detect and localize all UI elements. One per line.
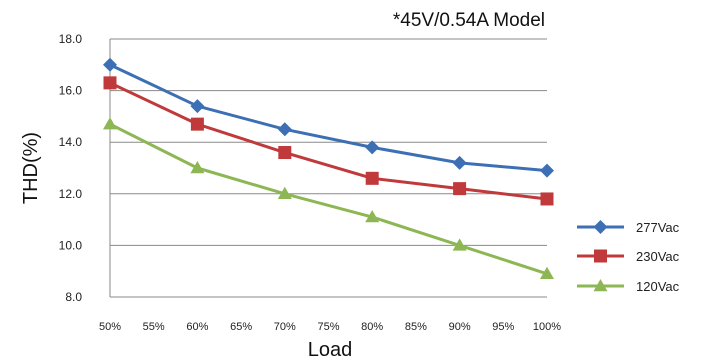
x-tick-label: 100% xyxy=(533,321,561,333)
x-tick-label: 70% xyxy=(274,321,296,333)
data-point xyxy=(540,192,554,206)
legend-label: 277Vac xyxy=(636,220,680,235)
x-tick-label: 80% xyxy=(361,321,383,333)
x-tick-label: 95% xyxy=(492,321,514,333)
legend-marker xyxy=(593,279,608,292)
data-point xyxy=(103,57,117,72)
series-230Vac xyxy=(103,76,554,206)
data-point xyxy=(278,146,292,160)
y-tick-label: 14.0 xyxy=(59,135,83,149)
x-tick-label: 75% xyxy=(317,321,339,333)
data-point xyxy=(277,122,292,137)
data-point xyxy=(103,117,117,130)
data-point xyxy=(452,238,467,251)
y-axis-title: THD(%) xyxy=(20,132,42,204)
legend-label: 230Vac xyxy=(636,249,680,264)
x-axis-title: Load xyxy=(308,339,353,361)
legend-item: 230Vac xyxy=(577,249,680,264)
data-point xyxy=(452,155,467,170)
series-layer xyxy=(103,57,554,280)
legend-label: 120Vac xyxy=(636,279,680,294)
y-tick-label: 16.0 xyxy=(59,84,83,98)
grid-layer xyxy=(110,38,547,298)
legend-marker xyxy=(594,249,607,263)
x-tick-label: 60% xyxy=(186,321,208,333)
axis-layer: 8.0 10.0 12.0 14.0 16.0 18.0 50% 55% 60% 65% 70% 75… xyxy=(59,32,562,333)
data-point xyxy=(190,117,204,131)
y-tick-label: 8.0 xyxy=(65,290,82,304)
data-point xyxy=(365,171,379,185)
y-tick-label: 12.0 xyxy=(59,187,83,201)
legend-item: 277Vac xyxy=(577,220,680,235)
series-line xyxy=(108,81,549,201)
data-point xyxy=(453,182,467,196)
x-tick-label: 85% xyxy=(405,321,427,333)
legend-item: 120Vac xyxy=(577,279,680,294)
series-277Vac xyxy=(103,57,554,178)
data-point xyxy=(540,163,554,178)
x-tick-label: 90% xyxy=(449,321,471,333)
data-point xyxy=(540,266,554,280)
legend-marker xyxy=(593,220,608,234)
x-tick-label: 50% xyxy=(99,321,121,333)
y-tick-label: 18.0 xyxy=(59,32,83,46)
data-point xyxy=(190,161,205,174)
legend: 277Vac 230Vac 120Vac xyxy=(577,220,680,294)
data-point xyxy=(103,76,117,90)
chart-title: *45V/0.54A Model xyxy=(393,10,545,31)
y-tick-label: 10.0 xyxy=(59,238,83,252)
data-point xyxy=(277,186,292,200)
x-tick-label: 55% xyxy=(143,321,165,333)
series-line xyxy=(108,63,549,173)
data-point xyxy=(190,99,205,114)
series-line xyxy=(108,122,549,276)
data-point xyxy=(365,140,380,155)
series-120Vac xyxy=(103,117,554,280)
data-point xyxy=(365,210,380,223)
x-tick-label: 65% xyxy=(230,321,252,333)
